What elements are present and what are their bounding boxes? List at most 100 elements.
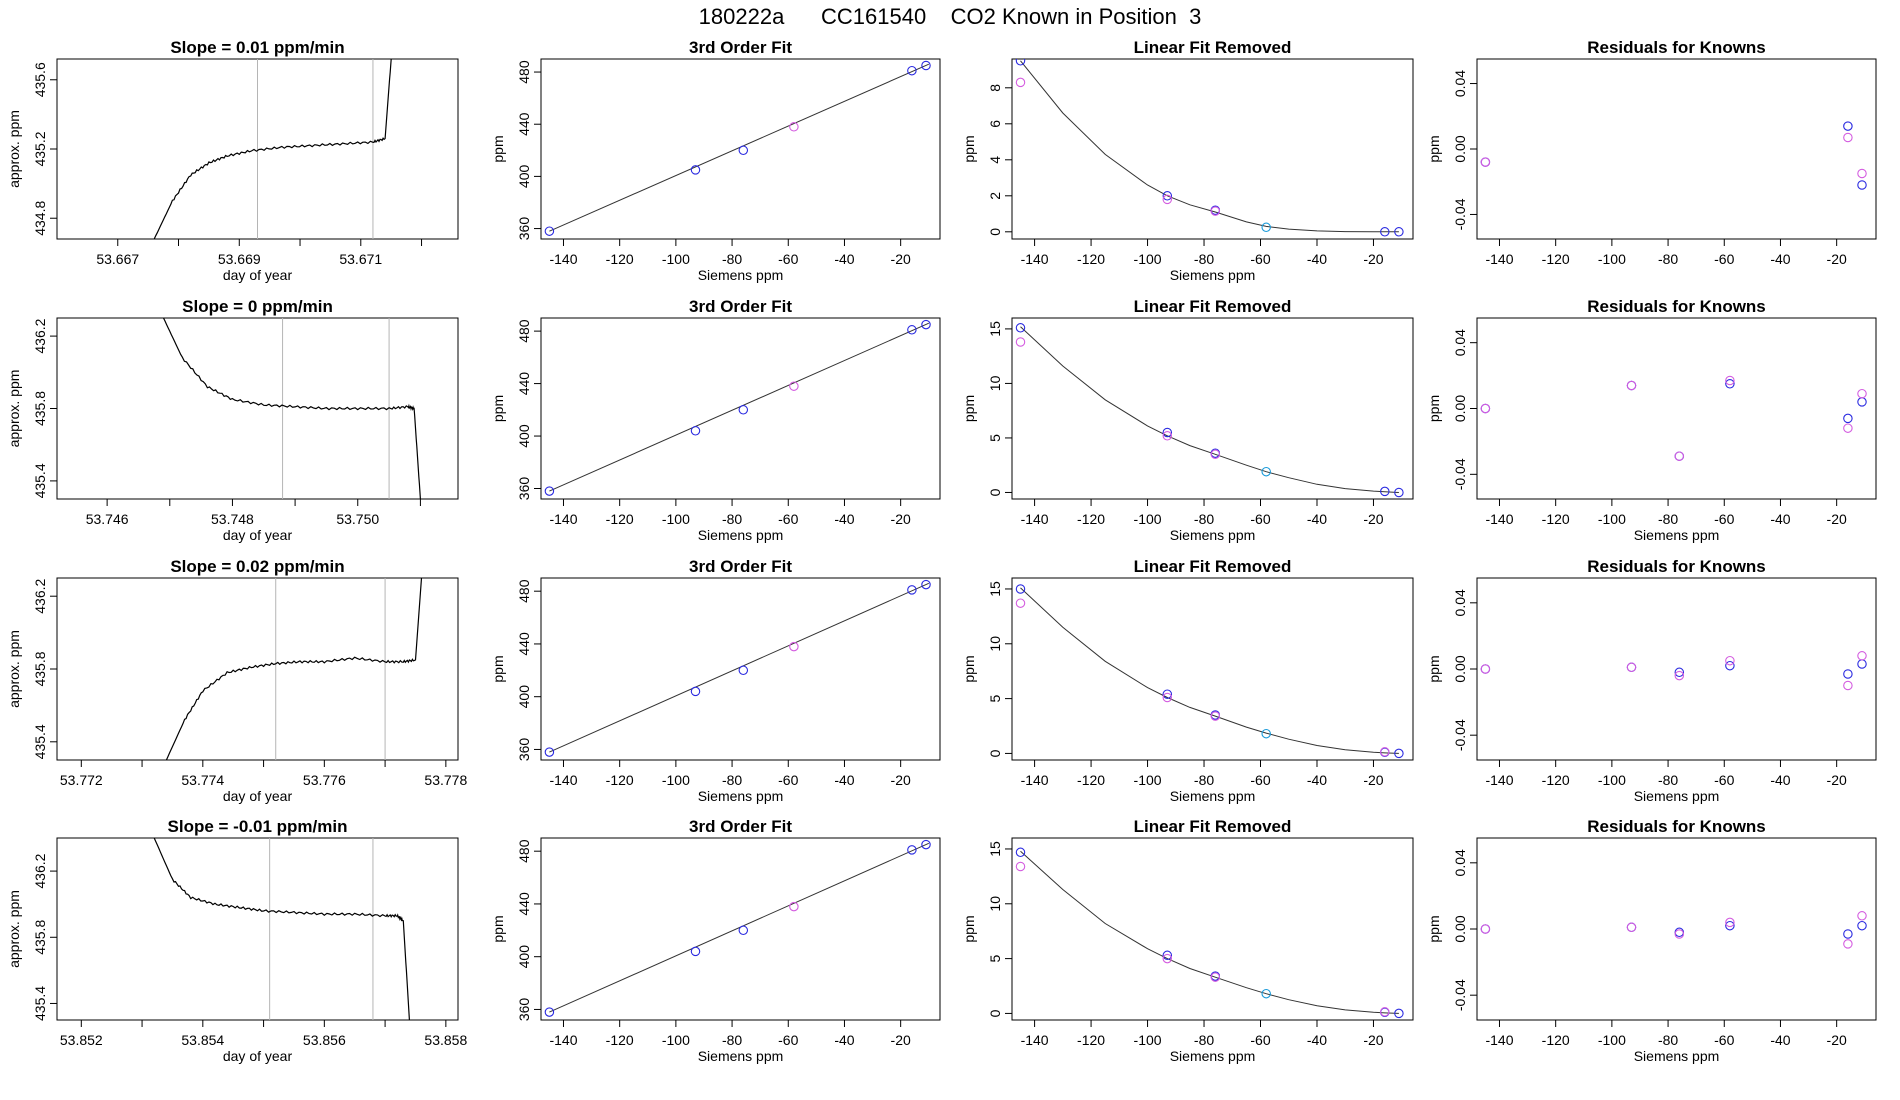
x-tick-label: -80 (722, 251, 742, 267)
x-axis-label: Siemens ppm (1170, 267, 1256, 283)
data-point-cyan (1261, 466, 1271, 477)
x-tick-label: -100 (1598, 772, 1626, 788)
data-point-magenta (1857, 168, 1867, 179)
y-tick-label: 360 (516, 477, 532, 501)
x-tick-label: -40 (834, 772, 854, 788)
data-point-blue (907, 65, 917, 76)
plot-frame (56, 317, 459, 500)
x-axis-label: Siemens ppm (698, 1048, 784, 1064)
panel-r0-c3: Residuals for Knowns -140 -120 -100 -80 -60 -4… (1426, 38, 1877, 267)
data-point-blue (1843, 929, 1853, 939)
x-axis-label: Siemens ppm (698, 527, 784, 543)
panel-title: Residuals for Knowns (1587, 557, 1766, 576)
data-point-magenta (789, 122, 799, 132)
y-tick-label: 10 (987, 896, 1003, 912)
fit-curve (549, 582, 930, 753)
x-tick-label: -100 (1134, 251, 1162, 267)
data-point-magenta (1380, 1007, 1390, 1017)
data-point-blue (1394, 487, 1404, 498)
x-tick-label: -40 (1307, 1032, 1327, 1048)
data-point-magenta (1162, 431, 1173, 441)
x-tick-label: -60 (1250, 1032, 1270, 1048)
y-tick-label: 435.4 (32, 463, 48, 498)
x-tick-label: -140 (1021, 251, 1049, 267)
data-point-blue (738, 925, 749, 936)
x-tick-label: -20 (1827, 772, 1847, 788)
panel-r1-c3: Residuals for Knowns -140 -120 -100 -80 -60 -4… (1426, 297, 1877, 543)
y-tick-label: -0.04 (1452, 719, 1468, 751)
x-tick-label: -20 (891, 511, 911, 527)
plot-area (544, 579, 931, 757)
y-tick-label: 15 (987, 841, 1003, 857)
data-point-blue (1843, 669, 1853, 679)
y-tick-label: 15 (987, 321, 1003, 337)
y-tick-label: 480 (516, 839, 532, 863)
y-tick-label: 440 (516, 372, 532, 396)
x-tick-label: -140 (1485, 251, 1513, 267)
panel-title: Linear Fit Removed (1134, 38, 1292, 57)
x-tick-label: -60 (1250, 511, 1270, 527)
data-point-magenta (1857, 911, 1867, 921)
x-tick-label: -80 (1658, 251, 1678, 267)
plot-frame (1011, 317, 1414, 500)
data-point-magenta (1480, 924, 1491, 934)
data-point-blue (738, 145, 749, 156)
x-tick-label: -40 (1770, 1032, 1790, 1048)
y-tick-label: 0.00 (1452, 915, 1468, 942)
data-point-blue (907, 325, 917, 335)
data-point-blue (1843, 413, 1853, 424)
panel-r1-c1: 3rd Order Fit -140 -120 -100 -80 -60 -40 -20 360… (490, 297, 941, 543)
data-point-blue (544, 486, 555, 496)
y-tick-label: 360 (516, 217, 532, 241)
panel-r1-c0: Slope = 0 ppm/min 53.746 53.748 53.750 435.4… (6, 297, 459, 543)
x-tick-label: -100 (1134, 1032, 1162, 1048)
panel-r2-c3: Residuals for Knowns -140 -120 -100 -80 -60 -4… (1426, 557, 1877, 804)
x-axis-label: Siemens ppm (1634, 788, 1720, 804)
data-point-blue (1725, 920, 1735, 931)
x-tick-label: -80 (1658, 1032, 1678, 1048)
data-point-blue (544, 747, 555, 757)
x-axis-label: Siemens ppm (1634, 527, 1720, 543)
plot-area (544, 319, 931, 496)
x-axis-label: Siemens ppm (1170, 788, 1256, 804)
plot-frame (56, 837, 459, 1021)
y-axis-label: ppm (1426, 135, 1442, 162)
x-tick-label: -140 (1021, 511, 1049, 527)
plot-frame (1476, 58, 1877, 240)
y-axis-label: ppm (490, 395, 506, 422)
data-point-blue (738, 405, 749, 415)
data-point-blue (921, 579, 931, 590)
y-tick-label: 0.04 (1452, 70, 1468, 97)
y-tick-label: 0.04 (1452, 849, 1468, 876)
y-tick-label: 435.8 (32, 391, 48, 426)
x-tick-label: -140 (549, 251, 577, 267)
x-tick-label: -20 (1827, 251, 1847, 267)
x-tick-label: -140 (1485, 772, 1513, 788)
x-tick-label: 53.772 (60, 772, 103, 788)
panel-r0-c2: Linear Fit Removed -140 -120 -100 -80 -60 -40 -… (961, 38, 1414, 283)
y-axis-label: ppm (490, 135, 506, 162)
x-tick-label: -100 (1598, 251, 1626, 267)
y-axis-label: ppm (961, 915, 977, 942)
x-axis-label: day of year (223, 527, 293, 543)
y-tick-label: 10 (987, 375, 1003, 391)
data-point-blue (1162, 950, 1173, 961)
x-tick-label: -60 (778, 1032, 798, 1048)
plot-frame (540, 837, 941, 1021)
y-tick-label: 436.2 (32, 318, 48, 353)
x-tick-label: -140 (549, 772, 577, 788)
data-point-blue (1380, 486, 1390, 497)
plot-area (162, 318, 421, 499)
data-point-blue (1857, 659, 1867, 669)
x-tick-label: -60 (1714, 772, 1734, 788)
y-axis-label: approx. ppm (6, 110, 22, 188)
fit-curve (549, 322, 930, 492)
panel-r3-c2: Linear Fit Removed -140 -120 -100 -80 -60 -40 -… (961, 817, 1414, 1064)
plot-area (1015, 584, 1404, 759)
x-tick-label: -100 (1134, 511, 1162, 527)
x-tick-label: -80 (1194, 511, 1214, 527)
x-tick-label: -120 (606, 511, 634, 527)
x-tick-label: 53.748 (211, 511, 254, 527)
data-point-blue (921, 839, 931, 850)
